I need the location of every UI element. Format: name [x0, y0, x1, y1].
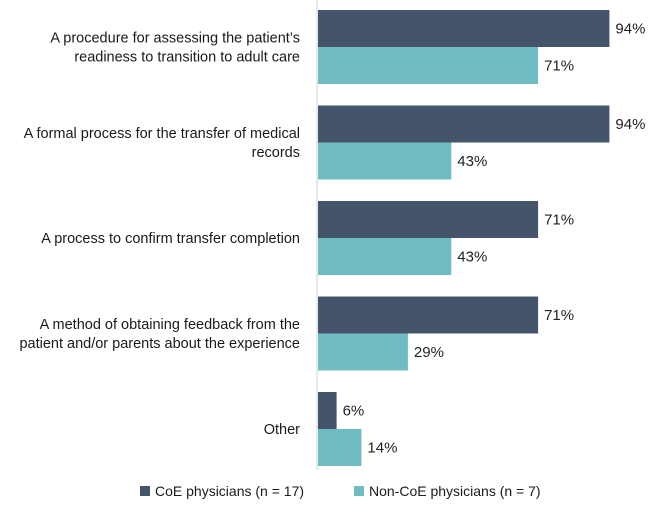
category-label: A procedure for assessing the patient’s r… — [50, 31, 300, 66]
legend-swatch-coe — [140, 486, 150, 496]
category-label-line: patient and/or parents about the experie… — [19, 336, 300, 352]
coe-bar — [318, 392, 337, 429]
legend-label-non-coe: Non-CoE physicians (n = 7) — [369, 483, 541, 499]
category-label-line: A procedure for assessing the patient’s — [50, 31, 300, 47]
data-label: 94% — [615, 21, 645, 38]
data-label: 29% — [414, 344, 444, 361]
non-coe-bar — [318, 238, 452, 275]
data-label: 14% — [367, 440, 397, 457]
category-labels: A procedure for assessing the patient’s r… — [19, 31, 300, 439]
data-label: 6% — [343, 403, 365, 420]
category-label-line: A process to confirm transfer completion — [41, 231, 300, 247]
category-label: Other — [264, 422, 300, 438]
category-label-line: A method of obtaining feedback from the — [40, 317, 300, 333]
category-label-line: records — [252, 145, 300, 161]
legend: CoE physicians (n = 17) Non-CoE physician… — [140, 483, 541, 499]
non-coe-bar — [318, 429, 362, 466]
category-label: A process to confirm transfer completion — [41, 231, 300, 247]
data-label: 43% — [457, 249, 487, 266]
data-label: 94% — [615, 116, 645, 133]
bars-group: 94% 71% 94% 43% 71% 43% 71% 29% 6% 14% — [318, 10, 645, 466]
category-label-line: readiness to transition to adult care — [74, 50, 300, 66]
category-label-line: Other — [264, 422, 300, 438]
legend-label-coe: CoE physicians (n = 17) — [155, 483, 304, 499]
legend-swatch-non-coe — [354, 486, 364, 496]
non-coe-bar — [318, 142, 452, 180]
data-label: 71% — [544, 307, 574, 324]
category-label-line: A formal process for the transfer of med… — [24, 126, 300, 142]
non-coe-bar — [318, 47, 539, 84]
coe-bar — [318, 201, 539, 238]
coe-bar — [318, 10, 610, 47]
coe-bar — [318, 296, 539, 334]
data-label: 43% — [457, 153, 487, 170]
data-label: 71% — [544, 212, 574, 229]
coe-bar — [318, 105, 610, 143]
category-label: A method of obtaining feedback from the p… — [19, 317, 300, 352]
non-coe-bar — [318, 333, 408, 371]
data-label: 71% — [544, 58, 574, 75]
category-label: A formal process for the transfer of med… — [24, 126, 300, 161]
